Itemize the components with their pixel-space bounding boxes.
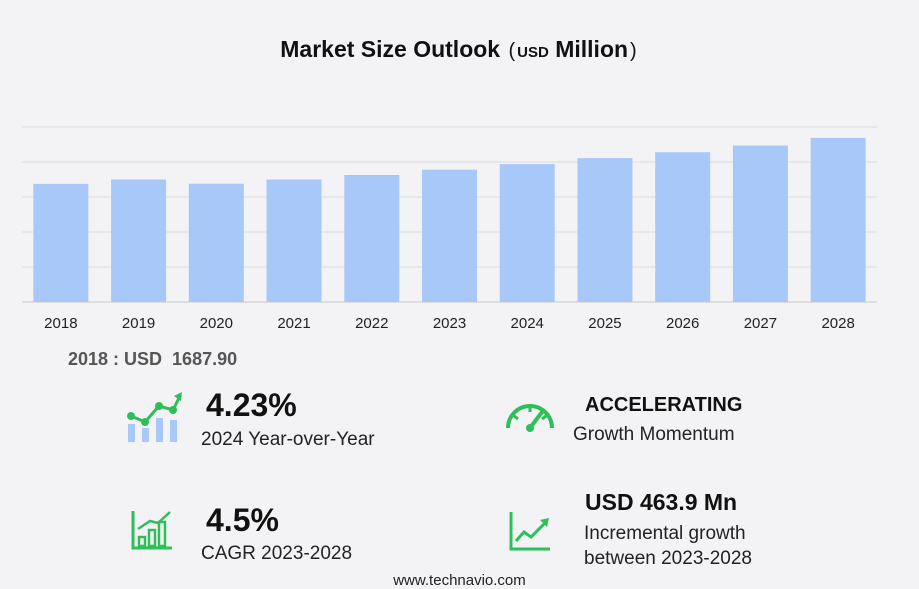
bar-2028 (810, 137, 866, 302)
title-unit-prefix: USD (517, 44, 549, 61)
bar-2021 (266, 179, 322, 302)
x-tick-label-2024: 2024 (511, 315, 544, 332)
bar-2027 (732, 145, 788, 302)
yoy-label: 2024 Year-over-Year (201, 429, 375, 450)
base-year-label: 2018 : USD (68, 349, 163, 369)
bar-growth-icon (127, 392, 182, 442)
x-tick-label-2021: 2021 (277, 315, 310, 332)
incremental-label-line1: Incremental growth (584, 523, 746, 544)
x-tick-label-2023: 2023 (433, 315, 466, 332)
x-tick-label-2018: 2018 (44, 315, 77, 332)
x-tick-label-2028: 2028 (821, 315, 854, 332)
bar-2026 (655, 152, 711, 302)
cagr-label: CAGR 2023-2028 (201, 543, 353, 564)
speedometer-icon (506, 404, 554, 432)
title-unit: Million (555, 36, 629, 62)
x-tick-label-2020: 2020 (200, 315, 233, 332)
bar-2024 (499, 164, 555, 302)
x-tick-label-2026: 2026 (666, 315, 699, 332)
bar-2022 (344, 174, 400, 302)
title-close-paren: ) (630, 40, 637, 62)
cagr-value: 4.5% (206, 502, 279, 538)
bar-2018 (33, 183, 89, 302)
bar-2019 (111, 179, 167, 302)
base-year-number: 1687.90 (172, 349, 238, 369)
bar-2020 (188, 183, 244, 302)
x-tick-label-2019: 2019 (122, 315, 155, 332)
chart-title: Market Size Outlook (USD Million) (0, 36, 919, 63)
title-open-paren: ( (508, 40, 516, 62)
incremental-label-line2: between 2023-2028 (584, 548, 752, 569)
title-text: Market Size Outlook (280, 36, 501, 62)
trend-line-icon (509, 512, 550, 551)
bar-2025 (577, 158, 633, 302)
base-year-value: 2018 : USD 1687.90 (68, 349, 237, 370)
yoy-value: 4.23% (206, 387, 297, 423)
source-link[interactable]: www.technavio.com (393, 572, 526, 589)
x-tick-label-2022: 2022 (355, 315, 388, 332)
bar-chart: 2018 2019 2020 2021 2022 2023 2024 2025 2026 2027… (22, 126, 877, 332)
x-tick-label-2027: 2027 (744, 315, 777, 332)
momentum-label: Growth Momentum (573, 424, 735, 445)
momentum-value: ACCELERATING (585, 394, 743, 416)
growth-chart-icon (131, 511, 172, 550)
bar-2023 (422, 169, 477, 302)
x-tick-label-2025: 2025 (588, 315, 621, 332)
incremental-value: USD 463.9 Mn (585, 489, 738, 515)
